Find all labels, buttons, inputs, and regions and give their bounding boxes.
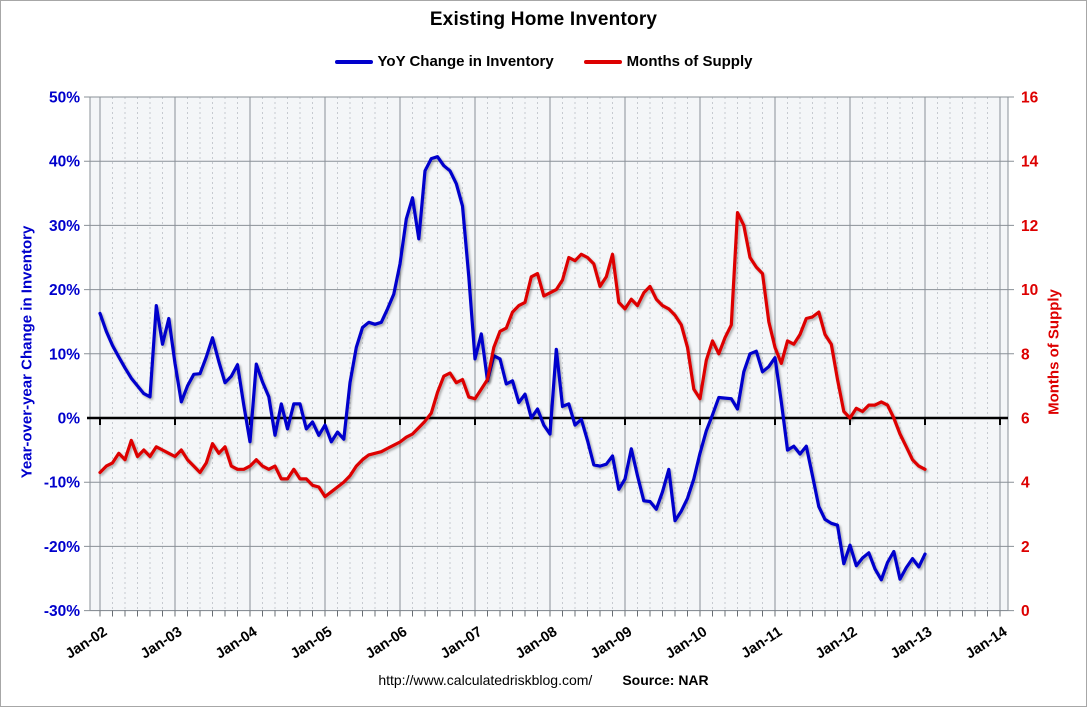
x-tick-label: Jan-07 [438,624,485,662]
x-tick-label: Jan-06 [363,624,410,662]
y-right-tick-label: 6 [1021,410,1030,427]
x-tick-label: Jan-12 [813,624,860,662]
legend-label-yoy: YoY Change in Inventory [377,53,554,70]
y-left-tick-label: 0% [58,411,81,428]
footer-url: http://www.calculatedriskblog.com/ [378,672,593,688]
x-tick-label: Jan-08 [513,624,560,662]
y-right-tick-label: 14 [1021,154,1039,171]
y-left-tick-label: 10% [49,346,80,363]
x-tick-label: Jan-11 [739,624,786,662]
legend-item-yoy: YoY Change in Inventory [334,53,554,70]
x-tick-label: Jan-14 [963,624,1010,662]
y-right-tick-label: 10 [1021,282,1038,299]
x-tick-label: Jan-04 [213,624,260,662]
series-line-yoy [98,155,927,582]
y-axis-right-title: Months of Supply [1045,289,1063,415]
y-right-tick-label: 0 [1021,603,1030,620]
x-tick-label: Jan-05 [288,624,335,662]
y-right-tick-label: 16 [1021,90,1039,107]
x-tick-label: Jan-10 [663,624,710,662]
footer-source: Source: NAR [622,672,709,688]
y-right-tick-label: 4 [1021,475,1030,492]
footer: http://www.calculatedriskblog.com/Source… [0,672,1087,688]
plot-border [89,96,1009,611]
y-right-tick-label: 2 [1021,539,1030,556]
x-tick-label: Jan-13 [888,624,935,662]
legend-swatch-yoy-line [334,59,373,64]
legend: YoY Change in Inventory Months of Supply [0,53,1087,70]
chart-title: Existing Home Inventory [429,9,658,30]
legend-label-supply: Months of Supply [626,53,753,70]
x-tick-label: Jan-03 [138,624,185,662]
series-line-supply [98,211,927,499]
y-left-tick-label: 50% [49,90,80,107]
y-left-tick-label: 40% [49,154,80,171]
y-left-tick-label: -20% [44,539,80,556]
y-right-tick-label: 12 [1021,218,1038,235]
legend-swatch-supply-line [583,59,622,64]
legend-item-supply: Months of Supply [583,53,753,70]
y-right-tick-label: 8 [1021,346,1030,363]
x-tick-label: Jan-02 [63,624,110,662]
y-left-tick-label: -30% [44,603,80,620]
y-axis-left-title: Year-over-year Change in Inventory [18,225,36,479]
y-left-tick-label: 20% [49,282,80,299]
x-tick-label: Jan-09 [588,624,635,662]
y-left-tick-label: -10% [44,475,80,492]
y-left-tick-label: 30% [49,218,80,235]
